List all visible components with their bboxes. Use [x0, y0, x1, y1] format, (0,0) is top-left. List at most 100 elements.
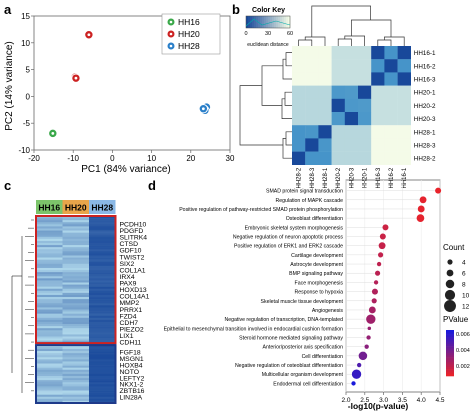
distance-cell: [344, 98, 359, 113]
pca-y-tick-label: 15: [21, 12, 30, 21]
gene-heatmap-cell: [62, 257, 90, 260]
gene-heatmap-cell: [89, 369, 116, 373]
gene-heatmap-cell: [36, 301, 63, 304]
gene-heatmap-cell: [36, 390, 63, 393]
gene-heatmap-cell: [62, 274, 90, 277]
gene-heatmap-cell: [89, 274, 116, 277]
gene-heatmap-cell: [89, 357, 116, 360]
go-plot-frame: [345, 179, 441, 393]
gene-heatmap-cell: [62, 288, 90, 292]
go-x-axis-label: -log10(p-value): [348, 401, 409, 411]
go-x-tick-label: 2.0: [341, 397, 350, 404]
gene-heatmap-cell: [62, 245, 90, 248]
gene-heatmap-cell: [36, 232, 63, 235]
pvalue-legend: 0.006 0.004 0.002: [446, 330, 470, 377]
gene-heatmap-cell: [36, 371, 63, 375]
pca-x-axis-label: PC1 (84% variance): [81, 164, 170, 175]
gene-heatmap-cell: [62, 220, 90, 223]
gene-heatmap-cell: [89, 301, 116, 304]
color-key-step: [280, 16, 283, 28]
gene-heatmap-cell: [36, 338, 63, 341]
distance-cell: [371, 151, 385, 165]
gene-heatmap-cell: [62, 297, 90, 300]
distance-row-label: HH28-2: [414, 156, 436, 163]
row-dendro-branch: [285, 52, 292, 67]
distance-cell: [331, 125, 345, 139]
gene-heatmap-cell: [62, 228, 90, 231]
pca-legend-label: HH16: [178, 17, 200, 27]
distance-column-label: HH28-2: [297, 167, 303, 188]
distance-cell: [384, 59, 398, 73]
row-dendro-branch: [239, 85, 283, 146]
gene-heatmap-cell: [36, 346, 63, 350]
gene-column-header-label: HH28: [91, 203, 113, 213]
count-legend-title: Count: [443, 243, 465, 252]
distance-cell: [371, 72, 385, 86]
gene-heatmap-cell: [62, 363, 90, 366]
count-legend-label: 6: [462, 271, 466, 278]
gene-heatmap-cell: [36, 276, 63, 279]
col-dendro-branch: [351, 19, 392, 37]
gene-heatmap-cell: [36, 386, 63, 389]
color-key-step: [288, 16, 291, 28]
gene-heatmap-cell: [89, 251, 116, 254]
pvalue-legend-step: [446, 330, 454, 333]
color-key-step: [260, 16, 263, 28]
gene-heatmap-cell: [62, 390, 90, 393]
gene-label: TWIST2: [120, 254, 145, 261]
gene-heatmap-cell: [62, 251, 90, 254]
pvalue-legend-step: [446, 364, 454, 368]
pvalue-legend-step: [446, 341, 454, 345]
color-key-title: Color Key: [252, 7, 285, 14]
gene-heatmap-cell: [89, 332, 116, 335]
gene-heatmap-cell: [36, 394, 63, 398]
gene-heatmap-cell: [62, 334, 90, 337]
pca-x-tick-label: 10: [147, 154, 156, 163]
gene-heatmap-cell: [62, 309, 90, 312]
distance-cell: [344, 125, 359, 139]
distance-cell: [305, 112, 319, 126]
color-key-step: [246, 16, 249, 28]
go-term-label: Epithelial to mesenchymal transition inv…: [164, 326, 343, 332]
gene-heatmap-cell: [62, 284, 90, 287]
gene-heatmap-header: HH16 HH20 HH28: [36, 200, 116, 214]
gene-heatmap-cell: [62, 292, 90, 296]
gene-label: CDH7: [120, 320, 139, 327]
gene-heatmap-cell: [36, 388, 63, 391]
gene-heatmap-cell: [36, 288, 63, 292]
distance-column-label: HH28-1: [323, 167, 329, 188]
count-legend-marker: [445, 279, 455, 289]
gene-heatmap-cell: [62, 382, 90, 385]
gene-heatmap-cell: [36, 243, 63, 246]
gene-heatmap-cell: [36, 251, 63, 254]
gene-heatmap-cell: [36, 234, 63, 238]
gene-heatmap-cell: [36, 294, 63, 298]
gene-heatmap-cell: [89, 303, 116, 306]
gene-heatmap-cell: [89, 373, 116, 377]
gene-heatmap-cell: [36, 363, 63, 366]
distance-column-label: HH28-3: [310, 167, 316, 188]
count-legend-label: 12: [462, 304, 470, 311]
go-term-label: Regulation of MAPK cascade: [276, 198, 344, 204]
gene-heatmap-cell: [89, 334, 116, 337]
gene-heatmap-cell: [62, 378, 90, 381]
distance-cell: [344, 138, 359, 152]
gene-heatmap-cell: [36, 382, 63, 385]
gene-heatmap-cell: [62, 261, 90, 265]
distance-cell: [384, 98, 398, 113]
gene-heatmap-cell: [36, 255, 63, 258]
gene-heatmap-cell: [36, 224, 63, 227]
go-term-label: Endodermal cell differentiation: [273, 381, 343, 387]
gene-heatmap-cell: [62, 290, 90, 294]
count-legend-label: 8: [462, 282, 466, 289]
gene-heatmap-cell: [36, 305, 63, 308]
gene-heatmap-cell: [62, 336, 90, 339]
pca-legend-label: HH20: [178, 29, 200, 39]
pca-legend-label: HH28: [178, 41, 200, 51]
gene-heatmap-cell: [62, 353, 90, 356]
panel-d-go-enrichment: SMAD protein signal transduction Regulati…: [164, 179, 470, 411]
gene-heatmap-cell: [62, 332, 90, 335]
distance-cell: [358, 98, 372, 113]
distance-cell: [292, 46, 306, 60]
color-key-step: [286, 16, 289, 28]
